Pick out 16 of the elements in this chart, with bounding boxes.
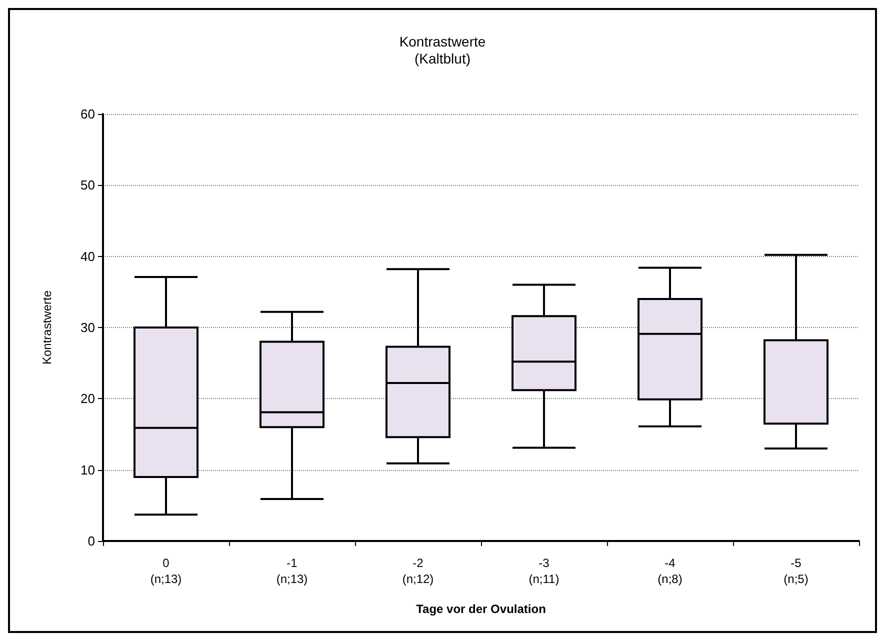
x-tick-label: -2 (n;12) (402, 556, 434, 586)
x-tick-label: -4 (n;8) (658, 556, 682, 586)
y-tick-label: 10 (80, 462, 95, 478)
x-tick-label: 0 (n;13) (150, 556, 182, 586)
y-tick-label: 50 (80, 178, 95, 193)
chart-title: Kontrastwerte (Kaltblut) (399, 34, 486, 66)
x-axis-title: Tage vor der Ovulation (416, 602, 546, 616)
y-axis-title: Kontrastwerte (40, 290, 54, 365)
x-tick-label: -1 (n;13) (276, 556, 308, 586)
y-tick-label: 0 (88, 534, 95, 548)
y-tick-label: 40 (80, 248, 95, 264)
y-tick-label: 20 (80, 391, 95, 406)
y-tick-label: 30 (80, 320, 95, 335)
x-tick-label: -3 (n;11) (528, 556, 560, 586)
x-tick-label: -5 (n;5) (784, 556, 808, 586)
y-tick-label: 60 (80, 106, 95, 122)
